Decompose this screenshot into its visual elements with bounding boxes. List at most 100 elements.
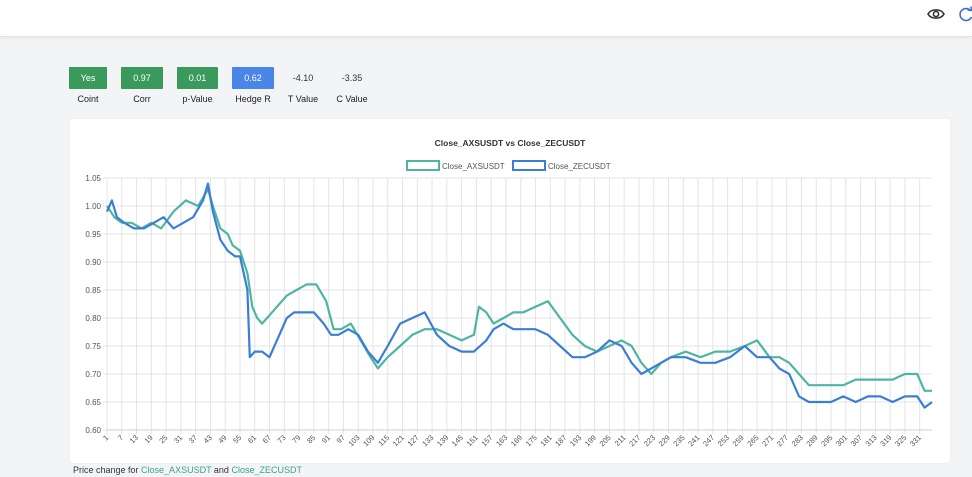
x-tick-label: 331 <box>908 433 923 448</box>
legend-swatch-axs[interactable] <box>406 160 440 171</box>
x-tick-label: 37 <box>187 433 199 445</box>
x-tick-label: 43 <box>202 433 214 445</box>
chart-card: Close_AXSUSDT vs Close_ZECUSDT Close_AXS… <box>70 119 950 463</box>
footer-note: Price change for Close_AXSUSDT and Close… <box>73 465 302 475</box>
x-tick-label: 133 <box>420 433 435 448</box>
x-tick-label: 295 <box>819 433 834 448</box>
x-tick-label: 121 <box>391 433 406 448</box>
stat-hedge-r: 0.62 Hedge R <box>232 67 274 104</box>
chart-series <box>105 182 933 409</box>
x-tick-label: 265 <box>745 433 760 448</box>
x-tick-label: 7 <box>116 433 125 442</box>
x-tick-label: 67 <box>261 433 273 445</box>
y-tick-label: 1.05 <box>85 174 101 183</box>
stat-t-value-label: T Value <box>287 94 319 104</box>
x-tick-label: 31 <box>172 433 184 445</box>
x-tick-label: 49 <box>216 433 228 445</box>
x-tick-label: 301 <box>834 433 849 448</box>
x-tick-label: 163 <box>494 433 509 448</box>
x-tick-label: 25 <box>157 433 169 445</box>
x-tick-label: 289 <box>804 433 819 448</box>
stat-p-value-label: p-Value <box>182 94 213 104</box>
x-tick-label: 181 <box>538 433 553 448</box>
x-tick-label: 103 <box>346 433 361 448</box>
x-tick-label: 223 <box>642 433 657 448</box>
x-tick-label: 235 <box>671 433 686 448</box>
x-tick-label: 13 <box>128 433 140 445</box>
x-tick-label: 229 <box>657 433 672 448</box>
x-tick-label: 73 <box>275 433 287 445</box>
x-tick-label: 193 <box>568 433 583 448</box>
stat-corr-label: Corr <box>133 94 151 104</box>
x-tick-label: 157 <box>479 433 494 448</box>
stat-coint-value: Yes <box>69 67 107 89</box>
stat-p-value-value: 0.01 <box>177 67 218 89</box>
stat-t-value: -4.10 T Value <box>284 67 322 104</box>
x-tick-label: 313 <box>864 433 879 448</box>
y-tick-label: 0.60 <box>85 426 101 435</box>
stat-coint: Yes Coint <box>69 67 107 104</box>
x-tick-label: 247 <box>701 433 716 448</box>
stat-hedge-r-value: 0.62 <box>232 67 274 89</box>
x-tick-label: 91 <box>320 433 332 445</box>
legend-label-zec[interactable]: Close_ZECUSDT <box>548 162 611 171</box>
top-bar <box>0 0 972 37</box>
x-tick-label: 139 <box>435 433 450 448</box>
x-tick-label: 307 <box>849 433 864 448</box>
series-line-zec[interactable] <box>105 182 933 409</box>
x-tick-label: 199 <box>583 433 598 448</box>
y-tick-label: 1.00 <box>85 202 101 211</box>
stat-corr: 0.97 Corr <box>121 67 163 104</box>
footer-prefix: Price change for <box>73 465 142 475</box>
x-tick-label: 79 <box>290 433 302 445</box>
x-tick-label: 241 <box>686 433 701 448</box>
x-tick-label: 151 <box>465 433 480 448</box>
eye-icon[interactable] <box>927 6 945 22</box>
x-tick-label: 115 <box>376 433 391 448</box>
y-tick-label: 0.75 <box>85 342 101 351</box>
x-tick-label: 109 <box>361 433 376 448</box>
x-tick-label: 145 <box>450 433 465 448</box>
footer-conj: and <box>211 465 232 475</box>
x-tick-label: 187 <box>553 433 568 448</box>
x-axis: 1 7 13 19 25 31 37 43 49 55 61 67 73 79 85 91 97 103 109 11… <box>101 433 923 448</box>
x-tick-label: 175 <box>524 433 539 448</box>
x-tick-label: 127 <box>405 433 420 448</box>
stat-c-value-label: C Value <box>336 94 368 104</box>
chart-legend: Close_AXSUSDT Close_ZECUSDT <box>406 160 611 171</box>
y-tick-label: 0.90 <box>85 258 101 267</box>
footer-ticker-a: Close_AXSUSDT <box>141 465 212 475</box>
refresh-icon[interactable] <box>958 5 972 23</box>
line-chart: Close_AXSUSDT vs Close_ZECUSDT Close_AXS… <box>85 138 933 448</box>
stat-coint-label: Coint <box>77 94 99 104</box>
stat-c-value-value: -3.35 <box>341 73 363 83</box>
legend-swatch-zec[interactable] <box>512 160 546 171</box>
stat-c-value: -3.35 C Value <box>333 67 371 104</box>
chart-grid <box>103 177 932 434</box>
x-tick-label: 85 <box>305 433 317 445</box>
x-tick-label: 97 <box>335 433 347 445</box>
x-tick-label: 217 <box>627 433 642 448</box>
y-tick-label: 0.95 <box>85 230 101 239</box>
x-tick-label: 169 <box>509 433 524 448</box>
series-line-axs[interactable] <box>106 188 932 392</box>
y-tick-label: 0.85 <box>85 286 101 295</box>
stat-corr-value: 0.97 <box>121 67 163 89</box>
x-tick-label: 277 <box>775 433 790 448</box>
x-tick-label: 55 <box>231 433 243 445</box>
x-tick-label: 271 <box>760 433 775 448</box>
footer-ticker-b: Close_ZECUSDT <box>231 465 302 475</box>
x-tick-label: 283 <box>790 433 805 448</box>
stat-t-value-value: -4.10 <box>292 73 314 83</box>
y-axis: 0.60 0.65 0.70 0.75 0.80 0.85 0.90 0.95 1.00 1.05 <box>85 174 101 435</box>
y-tick-label: 0.65 <box>85 398 101 407</box>
x-tick-label: 325 <box>893 433 908 448</box>
stat-hedge-r-label: Hedge R <box>235 94 271 104</box>
x-tick-label: 205 <box>598 433 613 448</box>
x-tick-label: 61 <box>246 433 258 445</box>
stat-p-value: 0.01 p-Value <box>177 67 218 104</box>
y-tick-label: 0.80 <box>85 314 101 323</box>
x-tick-label: 319 <box>878 433 893 448</box>
chart-title: Close_AXSUSDT vs Close_ZECUSDT <box>435 138 586 148</box>
legend-label-axs[interactable]: Close_AXSUSDT <box>442 162 505 171</box>
